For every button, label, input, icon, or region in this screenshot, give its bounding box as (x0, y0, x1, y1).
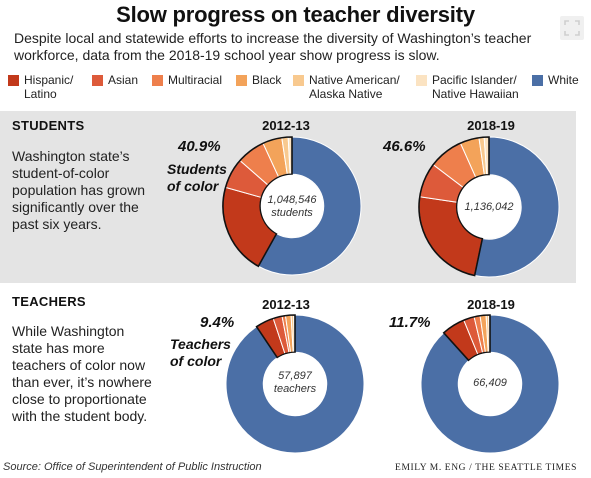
legend-label: Multiracial (168, 73, 223, 87)
legend-swatch (293, 75, 304, 86)
legend-item: Hispanic/ Latino (8, 73, 73, 101)
year-label: 2012-13 (262, 297, 310, 312)
legend-item: Asian (92, 73, 138, 87)
teachers-pct-of-color: 9.4% (200, 314, 235, 331)
legend-label: Black (252, 73, 282, 87)
legend-swatch (8, 75, 19, 86)
year-label: 2018-19 (467, 118, 515, 133)
donut-center-label: 66,409 (473, 377, 507, 389)
students-pct-of-color: 40.9% (178, 138, 221, 155)
donut-hole (263, 352, 327, 416)
students-heading: STUDENTS (12, 118, 85, 133)
legend-item: Pacific Islander/ Native Hawaiian (416, 73, 519, 101)
donut-teachers-2018 (420, 314, 560, 454)
legend-swatch (92, 75, 103, 86)
year-label: 2012-13 (262, 118, 310, 133)
legend-swatch (416, 75, 427, 86)
teachers-of-color-label: Teachers of color (170, 336, 231, 369)
expand-icon[interactable] (560, 16, 584, 40)
legend-item: White (532, 73, 579, 87)
chart-title: Slow progress on teacher diversity (116, 2, 475, 27)
teachers-description: While Washington state has more teachers… (12, 323, 152, 424)
legend-item: Multiracial (152, 73, 222, 87)
donut-slice-white (225, 314, 365, 454)
chart-subtitle: Despite local and statewide efforts to i… (14, 30, 532, 63)
donut-students-2018 (418, 136, 560, 278)
donut-hole (457, 175, 521, 239)
legend-swatch (532, 75, 543, 86)
year-label: 2018-19 (467, 297, 515, 312)
teachers-pct-of-color: 11.7% (389, 314, 431, 331)
expand-arrows-icon (564, 20, 580, 36)
donut-hole (458, 352, 522, 416)
students-pct-of-color: 46.6% (383, 138, 426, 155)
legend: Hispanic/ Latino Asian Multiracial Black… (8, 73, 591, 103)
donut-center-label: 1,136,042 (464, 201, 514, 213)
donut-students-2012 (222, 136, 362, 276)
teachers-heading: TEACHERS (12, 294, 86, 309)
of-color-outline (418, 136, 490, 277)
students-description: Washington state’s student-of-color popu… (12, 148, 146, 232)
legend-label: Hispanic/ Latino (24, 73, 74, 101)
source-note: Source: Office of Superintendent of Publ… (3, 461, 262, 473)
legend-swatch (152, 75, 163, 86)
donut-slice-white (257, 136, 362, 276)
of-color-outline (222, 136, 293, 268)
donut-slice-white (474, 136, 560, 278)
of-color-outline (442, 314, 491, 362)
of-color-outline (255, 314, 296, 359)
legend-label: White (548, 73, 579, 87)
donut-teachers-2012 (225, 314, 365, 454)
legend-label: Native American/ Alaska Native (309, 73, 400, 101)
legend-item: Black (236, 73, 281, 87)
legend-label: Asian (108, 73, 139, 87)
donut-center-label: 57,897 teachers (273, 370, 317, 395)
students-of-color-label: Students of color (167, 161, 227, 194)
donut-hole (260, 174, 324, 238)
legend-swatch (236, 75, 247, 86)
donut-slice-white (420, 314, 560, 454)
credit-line: EMILY M. ENG / THE SEATTLE TIMES (395, 463, 577, 473)
legend-item: Native American/ Alaska Native (293, 73, 400, 101)
donut-center-label: 1,048,546 students (267, 194, 317, 219)
legend-label: Pacific Islander/ Native Hawaiian (432, 73, 519, 101)
